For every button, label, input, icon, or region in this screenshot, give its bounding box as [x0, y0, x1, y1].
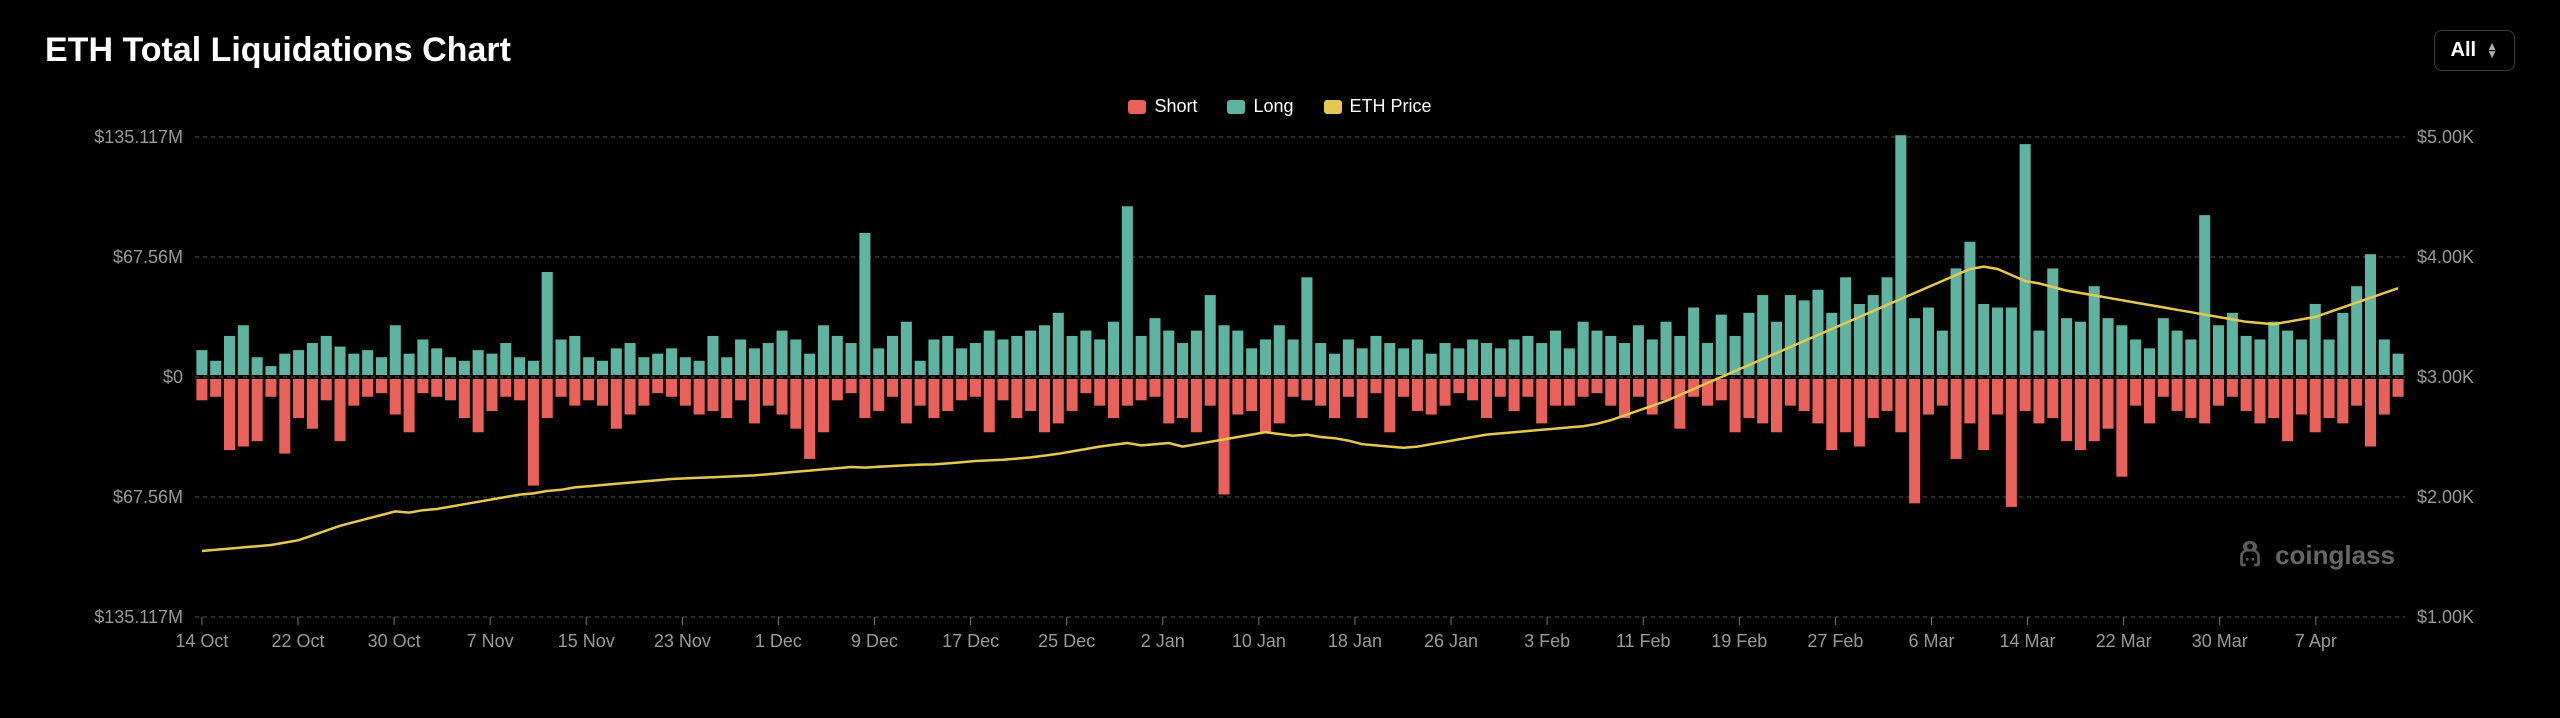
- svg-text:14 Mar: 14 Mar: [2000, 631, 2056, 651]
- svg-text:$1.00K: $1.00K: [2417, 607, 2474, 627]
- chart-container: $135.117M $67.56M $0 $67.56M $135.117M $5.00K…: [45, 127, 2515, 672]
- svg-text:18 Jan: 18 Jan: [1328, 631, 1382, 651]
- page-title: ETH Total Liquidations Chart: [45, 31, 511, 70]
- svg-text:22 Oct: 22 Oct: [271, 631, 324, 651]
- svg-text:$135.117M: $135.117M: [94, 607, 183, 627]
- svg-text:3 Feb: 3 Feb: [1524, 631, 1570, 651]
- legend-short-label: Short: [1154, 96, 1197, 117]
- svg-text:17 Dec: 17 Dec: [942, 631, 999, 651]
- svg-text:14 Oct: 14 Oct: [175, 631, 228, 651]
- swatch-long: [1227, 100, 1245, 114]
- svg-text:$67.56M: $67.56M: [113, 247, 183, 267]
- svg-text:26 Jan: 26 Jan: [1424, 631, 1478, 651]
- legend: Short Long ETH Price: [45, 96, 2515, 117]
- legend-price-label: ETH Price: [1350, 96, 1432, 117]
- svg-text:23 Nov: 23 Nov: [654, 631, 711, 651]
- svg-text:27 Feb: 27 Feb: [1807, 631, 1863, 651]
- swatch-short: [1128, 100, 1146, 114]
- timeframe-selector[interactable]: All ▲▼: [2434, 30, 2515, 71]
- svg-text:$5.00K: $5.00K: [2417, 127, 2474, 147]
- legend-long-label: Long: [1253, 96, 1293, 117]
- svg-text:11 Feb: 11 Feb: [1616, 631, 1671, 651]
- svg-text:10 Jan: 10 Jan: [1232, 631, 1286, 651]
- chevron-updown-icon: ▲▼: [2486, 43, 2498, 57]
- svg-text:25 Dec: 25 Dec: [1038, 631, 1095, 651]
- svg-text:30 Mar: 30 Mar: [2192, 631, 2248, 651]
- liquidations-chart[interactable]: $135.117M $67.56M $0 $67.56M $135.117M $5.00K…: [45, 127, 2515, 667]
- svg-text:15 Nov: 15 Nov: [558, 631, 615, 651]
- legend-short[interactable]: Short: [1128, 96, 1197, 117]
- legend-long[interactable]: Long: [1227, 96, 1293, 117]
- svg-text:7 Apr: 7 Apr: [2295, 631, 2337, 651]
- svg-text:30 Oct: 30 Oct: [368, 631, 421, 651]
- svg-text:19 Feb: 19 Feb: [1711, 631, 1767, 651]
- svg-text:22 Mar: 22 Mar: [2096, 631, 2152, 651]
- swatch-price: [1324, 100, 1342, 114]
- svg-text:$67.56M: $67.56M: [113, 487, 183, 507]
- svg-text:7 Nov: 7 Nov: [467, 631, 514, 651]
- svg-text:$3.00K: $3.00K: [2417, 367, 2474, 387]
- svg-text:$2.00K: $2.00K: [2417, 487, 2474, 507]
- svg-text:2 Jan: 2 Jan: [1141, 631, 1185, 651]
- svg-text:$4.00K: $4.00K: [2417, 247, 2474, 267]
- svg-text:1 Dec: 1 Dec: [755, 631, 802, 651]
- timeframe-label: All: [2451, 39, 2477, 62]
- svg-text:6 Mar: 6 Mar: [1908, 631, 1954, 651]
- svg-text:$0: $0: [163, 367, 183, 387]
- svg-text:$135.117M: $135.117M: [94, 127, 183, 147]
- legend-price[interactable]: ETH Price: [1324, 96, 1432, 117]
- svg-text:9 Dec: 9 Dec: [851, 631, 898, 651]
